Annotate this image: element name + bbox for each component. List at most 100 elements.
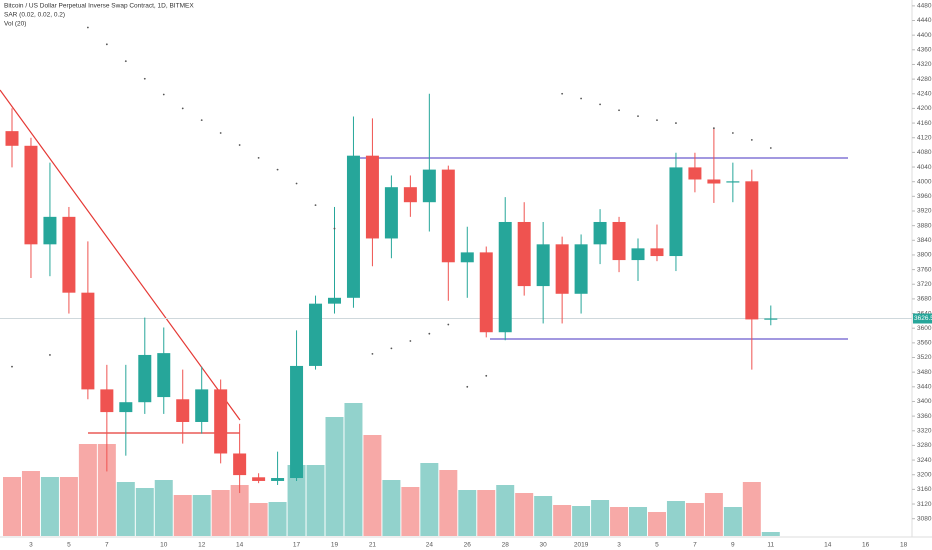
x-tick-label: 3 — [29, 542, 33, 549]
x-tick-label: 12 — [198, 542, 206, 549]
y-tick-label: 3880 — [917, 222, 932, 229]
y-tick-label: 4440 — [917, 17, 932, 24]
candle-body — [460, 252, 474, 263]
candle-body — [365, 155, 379, 239]
volume-bar — [420, 463, 439, 536]
y-tick-label: 4480 — [917, 3, 932, 10]
candle-body — [157, 353, 171, 398]
volume-bar — [439, 470, 458, 536]
y-tick-label: 4040 — [917, 164, 932, 171]
sar-dot — [257, 156, 260, 159]
y-tick-label: 4200 — [917, 105, 932, 112]
y-tick-label: 3320 — [917, 427, 932, 434]
y-tick-label: 3760 — [917, 266, 932, 273]
y-tick-label: 3400 — [917, 398, 932, 405]
volume-bar — [496, 485, 515, 536]
volume-bar — [21, 471, 40, 536]
candle-body — [764, 318, 778, 320]
volume-bar — [534, 496, 553, 536]
sar-dot — [712, 127, 715, 130]
volume-bar — [647, 512, 666, 536]
volume-bar — [704, 493, 723, 536]
candle-body — [214, 389, 228, 454]
y-tick-label: 3520 — [917, 354, 932, 361]
y-tick-label: 3840 — [917, 237, 932, 244]
y-tick-label: 4000 — [917, 178, 932, 185]
x-tick-label: 16 — [862, 542, 870, 549]
x-tick-label: 26 — [464, 542, 472, 549]
x-tick-label: 17 — [293, 542, 301, 549]
x-tick-label: 28 — [502, 542, 510, 549]
x-tick-label: 2019 — [574, 542, 589, 549]
candle-body — [555, 244, 569, 294]
y-tick-label: 3480 — [917, 369, 932, 376]
x-tick-label: 5 — [655, 542, 659, 549]
candle-body — [119, 402, 133, 413]
y-tick-label: 3280 — [917, 442, 932, 449]
volume-bar — [572, 506, 591, 536]
sar-dot — [675, 122, 677, 124]
volume-bar — [230, 485, 249, 536]
sar-dot — [599, 103, 601, 106]
volume-bar — [344, 403, 363, 536]
y-tick-label: 4240 — [917, 90, 932, 97]
sar-dot — [11, 365, 13, 368]
candle-body — [403, 187, 417, 203]
volume-bar — [173, 495, 192, 536]
candle-body — [271, 478, 285, 481]
y-tick-label: 3680 — [917, 296, 932, 303]
volume-bar — [401, 487, 420, 536]
volume-bar — [306, 465, 325, 536]
sar-dot — [390, 347, 393, 350]
y-tick-label: 4120 — [917, 134, 932, 141]
sar-dot — [561, 92, 564, 95]
sar-dot — [618, 109, 620, 112]
candle-body — [5, 131, 19, 146]
candle-body — [517, 221, 531, 287]
candle-body — [707, 179, 721, 184]
candle-body — [441, 169, 455, 263]
candle-body — [498, 221, 512, 333]
y-tick-label: 3360 — [917, 413, 932, 420]
candle-body — [650, 248, 664, 257]
candle-body — [631, 248, 645, 261]
candle-body — [62, 216, 76, 293]
volume-bar — [211, 490, 230, 536]
y-tick-label: 3560 — [917, 340, 932, 347]
y-tick-label: 4320 — [917, 61, 932, 68]
candle-body — [43, 216, 57, 245]
candle-body — [233, 453, 247, 476]
sar-dot — [295, 182, 298, 185]
candle-body — [745, 181, 759, 320]
volume-bar — [40, 477, 59, 536]
x-tick-label: 14 — [236, 542, 244, 549]
volume-bar — [192, 495, 211, 536]
y-tick-label: 3720 — [917, 281, 932, 288]
volume-bar — [723, 507, 742, 536]
candle-body — [669, 167, 683, 257]
volume-bar — [742, 482, 761, 536]
y-tick-label: 4080 — [917, 149, 932, 156]
sar-dot — [466, 385, 469, 388]
sar-dot — [276, 168, 279, 171]
volume-bar — [154, 480, 173, 536]
sar-dot — [181, 107, 184, 110]
volume-bar — [78, 444, 97, 536]
candle-body — [100, 389, 114, 413]
sar-dot — [124, 60, 127, 63]
candle-body — [24, 145, 38, 245]
volume-bar — [249, 503, 268, 536]
volume-bar — [268, 502, 287, 536]
sar-dot — [200, 119, 203, 122]
volume-bar — [591, 500, 610, 536]
x-tick-label: 3 — [617, 542, 621, 549]
sar-dot — [314, 204, 317, 207]
candle-body — [346, 155, 360, 298]
indicator-label: Vol (20) — [4, 21, 26, 28]
x-tick-label: 9 — [731, 542, 735, 549]
x-tick-label: 21 — [369, 542, 377, 549]
x-tick-label: 30 — [540, 542, 548, 549]
candle-body — [252, 477, 266, 481]
candle-body — [195, 389, 209, 422]
